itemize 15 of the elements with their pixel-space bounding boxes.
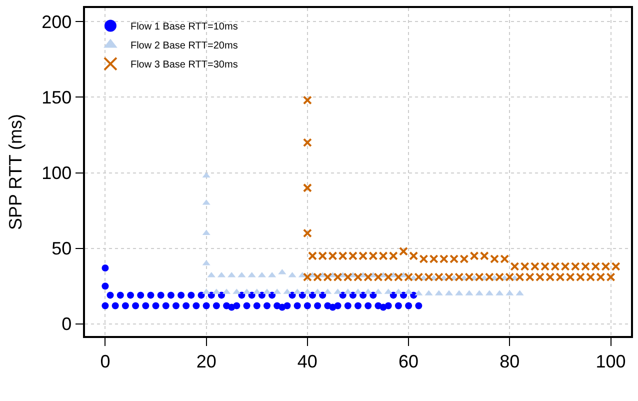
y-tick-label: 200 xyxy=(42,12,72,32)
legend-label: Flow 2 Base RTT=20ms xyxy=(130,40,238,52)
y-tick-label: 0 xyxy=(62,314,72,334)
legend-label: Flow 1 Base RTT=10ms xyxy=(130,22,238,33)
legend-label: Flow 3 Base RTT=30ms xyxy=(130,60,238,71)
x-tick-label: 60 xyxy=(398,351,419,372)
x-tick-label: 100 xyxy=(596,351,626,372)
x-tick-label: 80 xyxy=(500,351,520,372)
y-tick-label: 100 xyxy=(42,163,72,184)
y-tick-label: 50 xyxy=(52,238,72,259)
x-tick-label: 40 xyxy=(297,351,318,372)
x-tick-label: 0 xyxy=(100,351,110,372)
y-tick-label: 150 xyxy=(42,87,72,108)
y-axis-title: SPP RTT (ms) xyxy=(5,114,26,230)
x-tick-label: 20 xyxy=(196,351,216,372)
